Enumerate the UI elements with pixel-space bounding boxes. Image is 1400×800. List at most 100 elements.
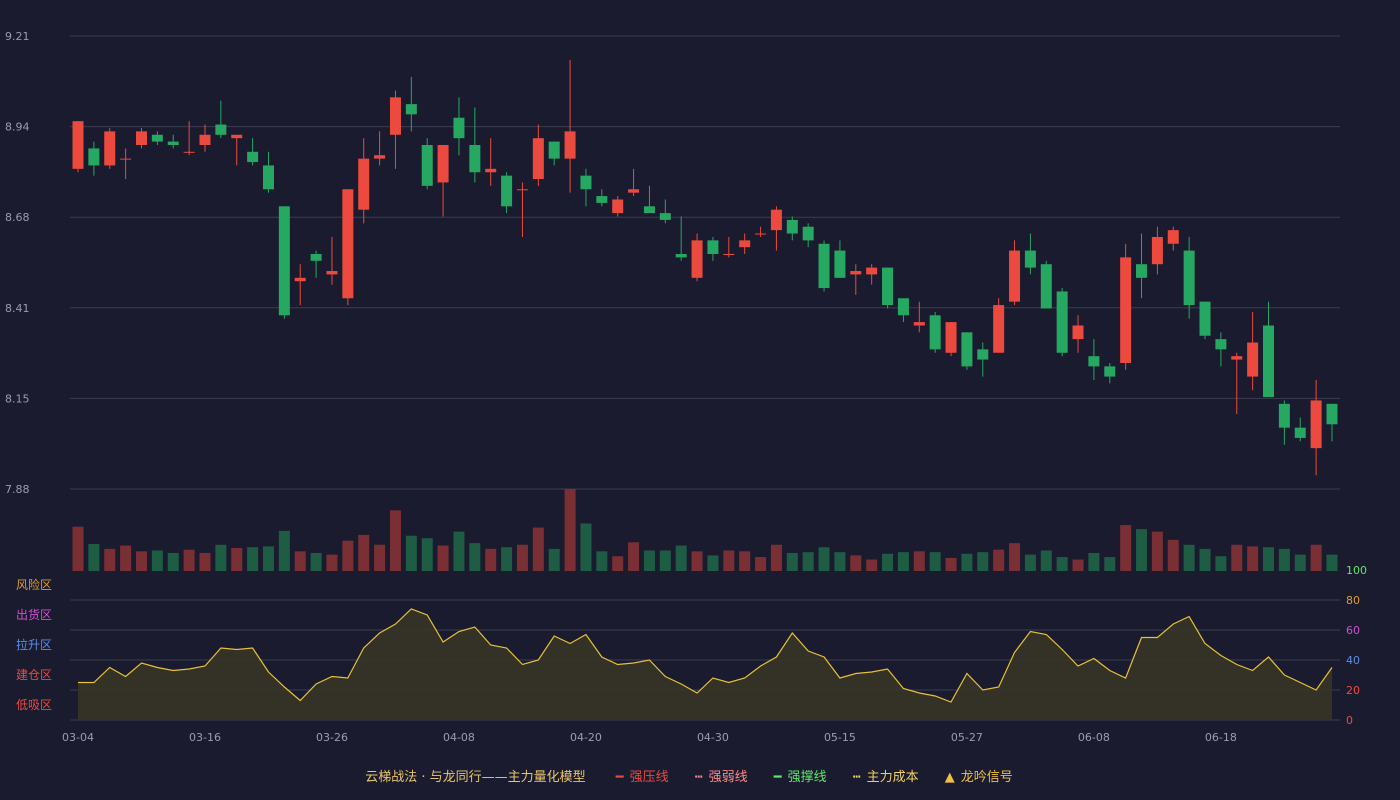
volume-bar bbox=[786, 552, 798, 571]
legend-swatch: ━ bbox=[773, 770, 782, 785]
volume-bar bbox=[723, 550, 735, 571]
candle-body bbox=[1294, 427, 1306, 438]
candle bbox=[310, 250, 322, 278]
oscillator-tick-label: 100 bbox=[1346, 564, 1367, 577]
candle-body bbox=[421, 144, 433, 186]
candle bbox=[628, 168, 640, 197]
candle-body bbox=[374, 155, 386, 159]
candle-body bbox=[755, 233, 767, 235]
volume-bar bbox=[453, 531, 465, 571]
oscillator-tick-label: 80 bbox=[1346, 594, 1360, 607]
candle-body bbox=[485, 168, 497, 173]
candle-body bbox=[1120, 257, 1132, 363]
legend-swatch: ┅ bbox=[694, 770, 703, 785]
volume-bar bbox=[739, 551, 751, 571]
candle bbox=[691, 233, 703, 282]
candle-body bbox=[802, 226, 814, 241]
candle bbox=[580, 168, 592, 207]
candle bbox=[802, 223, 814, 248]
volume-bar bbox=[913, 551, 925, 571]
oscillator-area bbox=[78, 609, 1332, 720]
candle-body bbox=[897, 298, 909, 316]
volume-bar bbox=[993, 549, 1005, 571]
volume-bar bbox=[485, 548, 497, 571]
volume-bar bbox=[1088, 552, 1100, 571]
candle bbox=[1278, 400, 1290, 445]
candle bbox=[532, 124, 544, 186]
volume-bar bbox=[1278, 548, 1290, 571]
date-tick-label: 03-04 bbox=[62, 731, 94, 744]
candle-body bbox=[294, 277, 306, 282]
candle-body bbox=[739, 240, 751, 248]
candle bbox=[834, 240, 846, 278]
candle-body bbox=[1183, 250, 1195, 306]
candle-body bbox=[580, 175, 592, 190]
candle bbox=[247, 138, 259, 166]
candle-body bbox=[405, 104, 417, 115]
candle bbox=[913, 301, 925, 333]
candle-body bbox=[389, 97, 401, 135]
candle bbox=[135, 127, 147, 149]
candle-body bbox=[786, 219, 798, 234]
triangle-icon: ▲ bbox=[944, 770, 955, 785]
candle-body bbox=[247, 151, 259, 163]
candle bbox=[1104, 362, 1116, 384]
volume-bar bbox=[1310, 544, 1322, 571]
candle bbox=[88, 141, 100, 176]
candle-body bbox=[913, 322, 925, 326]
volume-bar bbox=[88, 543, 100, 571]
volume-bar bbox=[469, 543, 481, 571]
candle bbox=[850, 264, 862, 295]
candle bbox=[120, 148, 132, 180]
candle-body bbox=[532, 138, 544, 180]
date-tick-label: 06-08 bbox=[1078, 731, 1110, 744]
volume-bar bbox=[1104, 557, 1116, 571]
candle-body bbox=[1167, 230, 1179, 244]
candle bbox=[929, 311, 941, 353]
candle-body bbox=[1278, 403, 1290, 428]
candle-body bbox=[675, 253, 687, 258]
candle-body bbox=[278, 206, 290, 316]
volume-bar bbox=[1231, 544, 1243, 571]
candle bbox=[1056, 288, 1068, 357]
volume-bar bbox=[215, 544, 227, 571]
volume-bar bbox=[961, 553, 973, 571]
candle bbox=[326, 236, 338, 285]
candle bbox=[612, 196, 624, 217]
candle bbox=[167, 134, 179, 149]
candle-body bbox=[183, 151, 195, 153]
volume-bar bbox=[151, 550, 163, 571]
volume-bar bbox=[1136, 529, 1148, 571]
candle bbox=[770, 206, 782, 251]
candle bbox=[1310, 380, 1322, 476]
volume-bar bbox=[421, 538, 433, 571]
date-tick-label: 03-16 bbox=[189, 731, 221, 744]
candle-body bbox=[723, 253, 735, 255]
candle bbox=[1231, 352, 1243, 415]
date-tick-label: 06-18 bbox=[1205, 731, 1237, 744]
candle bbox=[294, 264, 306, 306]
date-axis: 03-04 03-16 03-26 04-08 04-20 04-30 05-15 05-27… bbox=[62, 731, 1237, 744]
oscillator bbox=[78, 608, 1333, 720]
volume-bar bbox=[1199, 548, 1211, 571]
grid bbox=[70, 35, 1340, 721]
volume-bar bbox=[72, 526, 84, 571]
volume-bar bbox=[580, 523, 592, 571]
volume-bar bbox=[135, 551, 147, 571]
candle-body bbox=[818, 243, 830, 289]
price-tick-label: 7.88 bbox=[5, 483, 30, 496]
candle-body bbox=[596, 196, 608, 203]
candle bbox=[501, 172, 513, 214]
candle bbox=[659, 199, 671, 224]
volume-bar bbox=[977, 552, 989, 571]
candle-body bbox=[866, 267, 878, 275]
volume-bar bbox=[294, 551, 306, 571]
volume-bar bbox=[262, 546, 274, 571]
volume-bar bbox=[358, 534, 370, 571]
candle-body bbox=[1326, 403, 1338, 425]
candle bbox=[596, 189, 608, 207]
volume-bar bbox=[1247, 546, 1259, 571]
volume-bar bbox=[389, 510, 401, 571]
candle bbox=[1024, 233, 1036, 275]
